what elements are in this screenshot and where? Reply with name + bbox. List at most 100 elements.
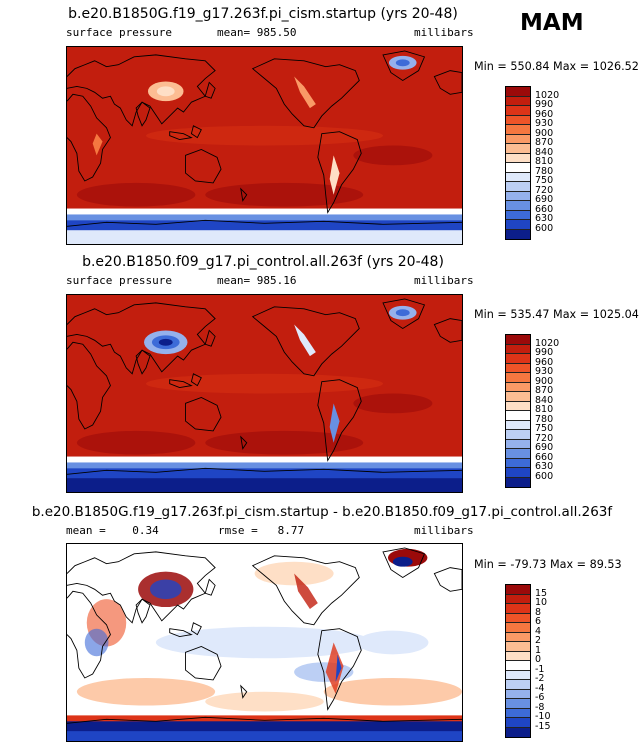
colorbar-tick-label: 810 xyxy=(535,156,554,167)
panel3-title: b.e20.B1850G.f19_g17.263f.pi_cism.startu… xyxy=(31,504,613,520)
colorbar-tick-label: 720 xyxy=(535,184,554,196)
colorbar-tick-label: 1 xyxy=(535,644,542,656)
colorbar-tick-label: 6 xyxy=(535,616,542,627)
panel2-title: b.e20.B1850.f09_g17.pi_control.all.263f … xyxy=(82,254,444,270)
colorbar-tick-label: 810 xyxy=(535,404,554,415)
colorbar-segment xyxy=(506,661,530,671)
panel3-rmse-value: 8.77 xyxy=(277,524,305,537)
colorbar-tick-label: 4 xyxy=(535,625,542,637)
panel2-colorbar: 1020 990 960 930 900 870 840 810 780 750 720 690 660… xyxy=(505,334,559,488)
colorbar-segment xyxy=(506,594,530,604)
colorbar-tick-label: -1 xyxy=(535,663,545,675)
colorbar-tick-label: 660 xyxy=(535,451,554,463)
colorbar-segment xyxy=(506,613,530,623)
colorbar-tick-label: 930 xyxy=(535,366,554,377)
colorbar-segment xyxy=(506,134,530,144)
colorbar-tick-label: 720 xyxy=(535,432,554,444)
colorbar-segment xyxy=(506,604,530,614)
colorbar-tick-label: 900 xyxy=(535,375,554,387)
colorbar-tick-label: 840 xyxy=(535,146,554,158)
colorbar-tick-label: 780 xyxy=(535,413,554,425)
colorbar-segment xyxy=(506,344,530,354)
colorbar-segment xyxy=(506,623,530,633)
colorbar-segment xyxy=(506,420,530,430)
colorbar-tick-label: 690 xyxy=(535,194,554,205)
colorbar-segment xyxy=(506,477,530,487)
colorbar-tick-label: 870 xyxy=(535,385,554,396)
colorbar-tick-label: 900 xyxy=(535,127,554,139)
colorbar-tick-label: 10 xyxy=(535,597,548,608)
panel3-mean: mean = 0.34 xyxy=(66,524,159,537)
colorbar-segment xyxy=(506,115,530,125)
panel2-map xyxy=(66,294,463,493)
colorbar-segment xyxy=(506,210,530,220)
colorbar-segment xyxy=(506,201,530,211)
colorbar-tick-label: 8 xyxy=(535,606,542,618)
colorbar-tick-label: 960 xyxy=(535,356,554,368)
panel3-mean-value: 0.34 xyxy=(132,524,159,537)
colorbar-segment xyxy=(506,430,530,440)
colorbar-tick-label: 990 xyxy=(535,99,554,110)
colorbar-tick-label: 840 xyxy=(535,394,554,406)
panel2-mean-label: mean= xyxy=(217,274,251,287)
colorbar-segment xyxy=(506,411,530,421)
panel1-colorbar: 1020 990 960 930 900 870 840 810 780 750 720 690 660… xyxy=(505,86,559,240)
colorbar-segment xyxy=(506,182,530,192)
colorbar-segment xyxy=(506,153,530,163)
colorbar-tick-label: 1020 xyxy=(535,337,560,349)
colorbar-tick-label: 630 xyxy=(535,461,554,472)
colorbar-segment xyxy=(506,439,530,449)
panel2-min-max: Min = 535.47 Max = 1025.04 xyxy=(474,308,639,321)
colorbar-tick-label: 630 xyxy=(535,213,554,224)
colorbar-tick-label: -4 xyxy=(535,682,545,694)
colorbar-segment xyxy=(506,392,530,402)
panel3-units: millibars xyxy=(414,524,474,537)
panel3-map xyxy=(66,543,463,742)
colorbar-segment xyxy=(506,699,530,709)
colorbar-tick-label: 780 xyxy=(535,165,554,177)
colorbar-segment xyxy=(506,458,530,468)
colorbar-tick-label: 660 xyxy=(535,203,554,215)
colorbar-tick-label: 2 xyxy=(535,635,542,646)
panel1-mean-label: mean= xyxy=(217,26,251,39)
panel3-min-max: Min = -79.73 Max = 89.53 xyxy=(474,558,622,571)
colorbar-segment xyxy=(506,191,530,201)
colorbar-segment xyxy=(506,229,530,239)
colorbar-tick-label: 600 xyxy=(535,222,554,234)
panel1-mean-value: 985.50 xyxy=(256,26,297,39)
colorbar-segment xyxy=(506,125,530,135)
panel1-units: millibars xyxy=(414,26,474,39)
panel3-rmse-label: rmse = xyxy=(218,524,258,537)
colorbar-segment xyxy=(506,354,530,364)
colorbar-tick-label: -6 xyxy=(535,692,545,703)
colorbar-segment xyxy=(506,727,530,737)
panel2-variable-label: surface pressure xyxy=(66,274,172,287)
colorbar-tick-label: 1020 xyxy=(535,89,560,101)
colorbar-tick-label: 870 xyxy=(535,137,554,148)
colorbar-segment xyxy=(506,172,530,182)
panel2-mean-value: 985.16 xyxy=(256,274,297,287)
colorbar-segment xyxy=(506,468,530,478)
colorbar-segment xyxy=(506,382,530,392)
panel1-map xyxy=(66,46,463,245)
colorbar-segment xyxy=(506,632,530,642)
colorbar-segment xyxy=(506,651,530,661)
panel2-units: millibars xyxy=(414,274,474,287)
colorbar-tick-label: -8 xyxy=(535,701,545,713)
colorbar-tick-label: 750 xyxy=(535,175,554,186)
colorbar-segment xyxy=(506,585,530,595)
colorbar-segment xyxy=(506,96,530,106)
panel1-mean: mean= 985.50 xyxy=(217,26,297,39)
colorbar-tick-label: 0 xyxy=(535,654,542,665)
colorbar-tick-label: -10 xyxy=(535,711,551,722)
colorbar-segment xyxy=(506,718,530,728)
colorbar-segment xyxy=(506,106,530,116)
colorbar-segment xyxy=(506,680,530,690)
colorbar-segment xyxy=(506,670,530,680)
colorbar-tick-label: 600 xyxy=(535,470,554,482)
season-label: MAM xyxy=(520,10,584,36)
panel2-mean: mean= 985.16 xyxy=(217,274,297,287)
colorbar-tick-label: 930 xyxy=(535,118,554,129)
colorbar-segment xyxy=(506,449,530,459)
colorbar-tick-label: 15 xyxy=(535,587,548,599)
